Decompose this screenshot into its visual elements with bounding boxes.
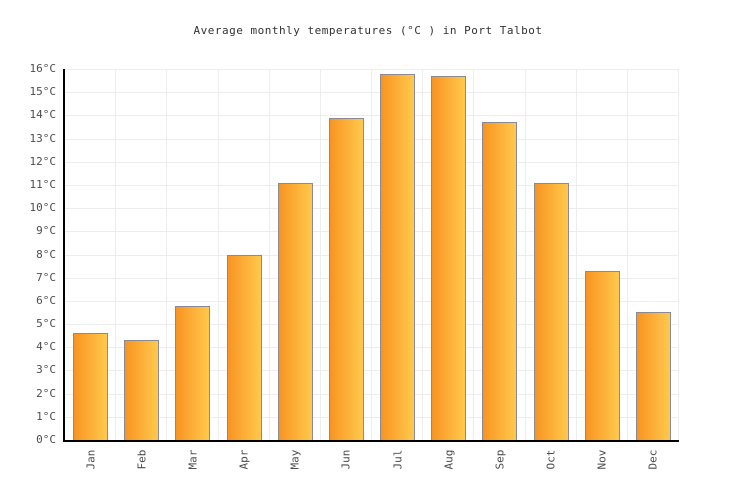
x-axis-label-sep: Sep: [474, 442, 525, 476]
x-axis-label-text: Sep: [493, 449, 507, 469]
bar-may: [277, 182, 313, 440]
y-axis-label-15: 15°C: [29, 85, 57, 99]
vertical-gridline: [576, 69, 577, 440]
y-axis-label-3: 3°C: [36, 363, 56, 377]
x-axis-label-feb: Feb: [116, 442, 167, 476]
x-axis-label-nov: Nov: [577, 442, 628, 476]
x-axis-label-text: Oct: [544, 449, 558, 469]
x-axis-label-dec: Dec: [628, 442, 679, 476]
y-axis-label-7: 7°C: [36, 270, 56, 284]
x-axis-label-aug: Aug: [423, 442, 474, 476]
bar-jan: [73, 333, 109, 440]
horizontal-gridline: [65, 161, 679, 163]
horizontal-gridline: [65, 393, 679, 395]
y-axis-label-5: 5°C: [36, 317, 56, 331]
plot-area: [63, 69, 679, 442]
x-axis-label-apr: Apr: [219, 442, 270, 476]
vertical-gridline: [422, 69, 423, 440]
vertical-gridline: [678, 69, 679, 440]
x-axis-label-text: May: [288, 449, 302, 469]
x-axis-label-text: Nov: [595, 449, 609, 469]
x-axis-label-text: Mar: [186, 449, 200, 469]
horizontal-gridline: [65, 416, 679, 418]
x-axis-label-text: Dec: [646, 449, 660, 469]
y-axis-label-0: 0°C: [36, 433, 56, 446]
x-axis-label-jan: Jan: [65, 442, 116, 476]
vertical-gridline: [269, 69, 270, 440]
y-axis-label-9: 9°C: [36, 224, 56, 238]
vertical-gridline: [166, 69, 167, 440]
y-axis-label-13: 13°C: [29, 131, 57, 145]
x-axis-label-text: Apr: [237, 449, 251, 469]
bar-apr: [226, 254, 262, 440]
vertical-gridline: [371, 69, 372, 440]
y-axis-label-1: 1°C: [36, 409, 56, 423]
vertical-gridline: [218, 69, 219, 440]
x-axis-label-jun: Jun: [321, 442, 372, 476]
vertical-gridline: [627, 69, 628, 440]
x-axis-label-jul: Jul: [372, 442, 423, 476]
y-axis-label-6: 6°C: [36, 293, 56, 307]
horizontal-gridline: [65, 138, 679, 140]
horizontal-gridline: [65, 277, 679, 279]
y-axis-label-16: 16°C: [29, 62, 57, 75]
x-axis-label-oct: Oct: [526, 442, 577, 476]
y-axis-label-11: 11°C: [29, 177, 57, 191]
horizontal-gridline: [65, 347, 679, 349]
vertical-gridline: [320, 69, 321, 440]
vertical-gridline: [473, 69, 474, 440]
bar-dec: [635, 312, 671, 440]
x-axis-label-may: May: [270, 442, 321, 476]
bar-nov: [584, 270, 620, 440]
vertical-gridline: [115, 69, 116, 440]
horizontal-gridline: [65, 208, 679, 210]
x-axis-label-text: Jan: [84, 449, 98, 469]
horizontal-gridline: [65, 370, 679, 372]
bar-oct: [533, 182, 569, 440]
vertical-gridline: [525, 69, 526, 440]
horizontal-gridline: [65, 324, 679, 326]
bar-jul: [380, 73, 416, 440]
bar-sep: [482, 122, 518, 440]
bar-jun: [328, 117, 364, 440]
bar-feb: [124, 340, 160, 440]
horizontal-gridline: [65, 254, 679, 256]
x-axis-label-mar: Mar: [167, 442, 218, 476]
y-axis-label-4: 4°C: [36, 340, 56, 354]
horizontal-gridline: [65, 115, 679, 117]
horizontal-gridline: [65, 92, 679, 94]
x-axis-label-text: Feb: [135, 449, 149, 469]
y-axis-label-8: 8°C: [36, 247, 56, 261]
horizontal-gridline: [65, 300, 679, 302]
y-axis-label-14: 14°C: [29, 108, 57, 122]
bar-mar: [175, 305, 211, 440]
y-axis-label-2: 2°C: [36, 386, 56, 400]
chart-title: Average monthly temperatures (°C ) in Po…: [193, 24, 543, 37]
horizontal-gridline: [65, 231, 679, 233]
x-axis-label-text: Jun: [339, 449, 353, 469]
x-axis-label-text: Jul: [391, 449, 405, 469]
horizontal-gridline: [65, 184, 679, 186]
horizontal-gridline: [65, 69, 679, 70]
y-axis-label-10: 10°C: [29, 201, 57, 215]
y-axis-label-12: 12°C: [29, 154, 57, 168]
x-axis-label-text: Aug: [442, 449, 456, 469]
bar-aug: [431, 75, 467, 440]
